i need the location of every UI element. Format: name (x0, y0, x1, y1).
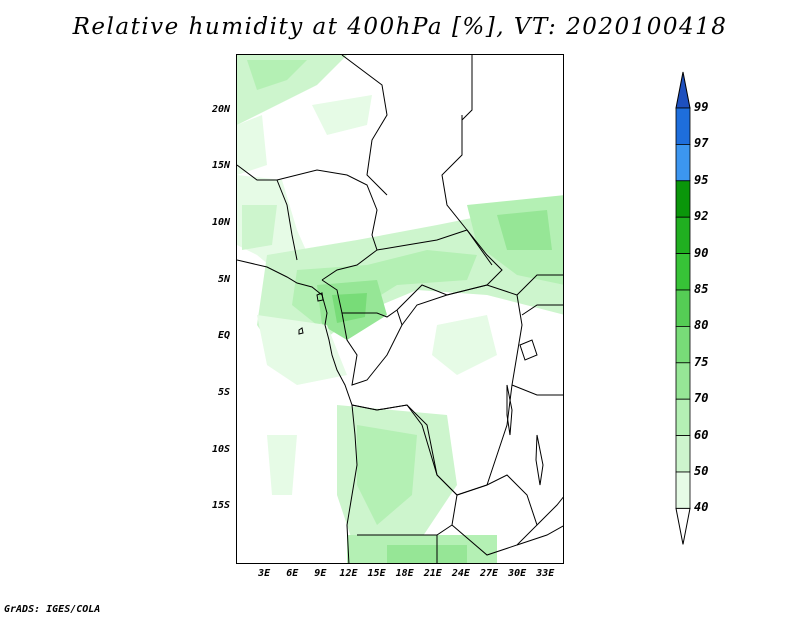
colorbar-level-label: 75 (694, 354, 709, 369)
lon-tick-label: 3E (258, 568, 271, 579)
border-car (376, 229, 503, 311)
lon-tick-label: 27E (479, 568, 499, 579)
colorbar-level-label: 60 (694, 427, 709, 442)
border-east (516, 274, 563, 296)
border-uganda-kenya (521, 304, 563, 316)
island-bioko (316, 292, 324, 302)
colorbar-segment (675, 471, 691, 509)
humidity-region-angola-core (357, 425, 417, 525)
colorbar-segment (675, 216, 691, 254)
border-nigeria (276, 179, 298, 261)
colorbar-segment (675, 143, 691, 182)
colorbar-segment (675, 253, 691, 291)
lon-tick-label: 24E (451, 568, 470, 579)
map-canvas (237, 55, 563, 563)
lon-tick-label: 21E (423, 568, 442, 579)
border-drc (351, 284, 523, 496)
humidity-region-cameroon-core (332, 293, 367, 323)
humidity-region-congo-basin (432, 315, 497, 375)
colorbar-level-label: 50 (694, 464, 709, 478)
lon-tick-label: 30E (508, 568, 527, 579)
humidity-region-east-core (497, 210, 552, 250)
border-mali (237, 164, 277, 181)
lat-tick-label: 5N (217, 273, 230, 285)
colorbar-level-label: 92 (694, 209, 709, 224)
border-cameroon (321, 279, 398, 318)
lon-tick-label: 12E (339, 568, 358, 579)
colorbar-level-label: 40 (694, 500, 709, 515)
lon-tick-label: 18E (395, 568, 414, 579)
border-mozambique (536, 496, 563, 526)
lat-tick-label: 15N (211, 160, 230, 172)
credit-text: GrADS: IGES/COLA (4, 604, 101, 615)
colorbar-top-arrow (675, 71, 691, 109)
colorbar-segment (675, 325, 691, 364)
border-southeast (516, 525, 563, 546)
lon-tick-label: 33E (536, 568, 555, 579)
colorbar-level-label: 97 (694, 136, 709, 151)
humidity-region-southwest (267, 435, 297, 495)
border-libya (341, 55, 388, 196)
lake-victoria (519, 339, 538, 361)
lon-tick-label: 15E (367, 568, 386, 579)
colorbar-segment (675, 180, 691, 218)
border-congo (341, 309, 403, 386)
lon-tick-label: 9E (314, 568, 327, 579)
map-frame (236, 54, 564, 564)
colorbar-level-label: 85 (694, 282, 709, 296)
colorbar-segment (675, 107, 691, 145)
humidity-field (237, 55, 563, 563)
colorbar-level-label: 80 (694, 318, 709, 333)
border-zambia (451, 474, 538, 556)
colorbar-segment (675, 398, 691, 437)
lake-tanganyika (506, 384, 513, 436)
lat-tick-label: 15S (211, 500, 230, 512)
colorbar-level-label: 99 (694, 100, 709, 114)
lat-tick-label: EQ (217, 330, 230, 342)
colorbar-level-label: 95 (694, 172, 709, 187)
map-title: Relative humidity at 400hPa [%], VT: 202… (72, 14, 728, 40)
lat-tick-label: 5S (217, 387, 230, 398)
island-sao-tome (298, 327, 304, 335)
border-niger-chad (276, 169, 378, 281)
colorbar-segment (675, 289, 691, 327)
lon-tick-label: 6E (286, 568, 299, 579)
colorbar-segment (675, 362, 691, 400)
colorbar-level-label: 70 (694, 391, 709, 406)
humidity-region-northwest (237, 115, 267, 175)
lat-tick-label: 10S (211, 443, 230, 455)
border-angola (351, 404, 458, 536)
colorbar-bottom-arrow (675, 507, 691, 545)
humidity-region-westcoast-core (242, 205, 277, 250)
lat-tick-label: 20N (211, 103, 230, 115)
humidity-region-north-core (247, 60, 307, 90)
border-tanzania (511, 384, 563, 396)
colorbar-segment (675, 435, 691, 473)
lake-malawi (535, 434, 544, 486)
lat-tick-label: 10N (211, 217, 230, 228)
humidity-region-gabon (257, 315, 347, 385)
coastline-west (237, 259, 358, 563)
country-borders (237, 55, 563, 563)
border-egypt-sudan (461, 55, 473, 121)
humidity-region-south-core (387, 545, 467, 563)
humidity-region-chad (312, 95, 372, 135)
colorbar-level-label: 90 (694, 245, 709, 260)
